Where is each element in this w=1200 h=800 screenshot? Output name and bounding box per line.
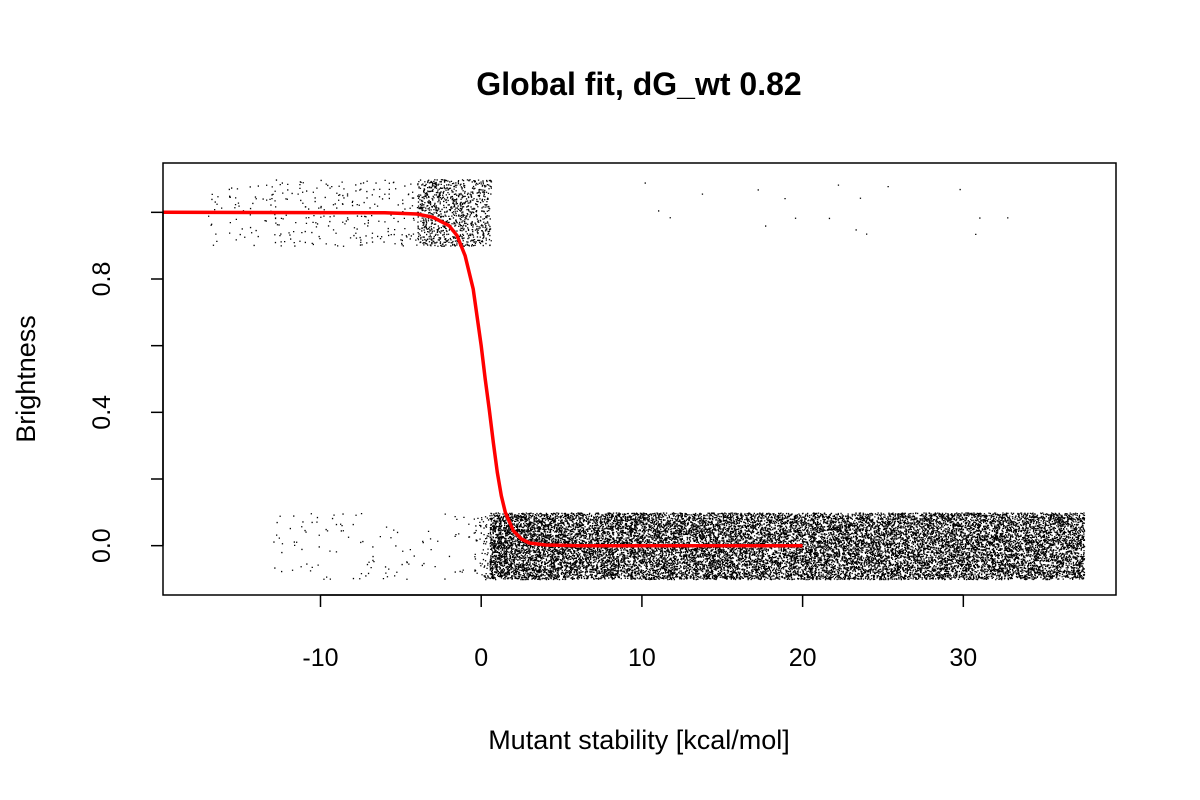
point-cluster-5 (489, 512, 563, 581)
scatter-points (208, 179, 1086, 581)
y-tick-label: 0.4 (88, 395, 116, 430)
x-tick-label: -10 (302, 644, 338, 672)
fit-curve (162, 210, 803, 548)
axes: -10 0 10 20 30 0.0 0.4 0.8 (88, 162, 1117, 672)
x-tick-label: 10 (628, 644, 656, 672)
point-cluster-6 (561, 512, 1086, 581)
point-cluster-2 (644, 182, 1009, 235)
y-axis-label: Brightness (11, 315, 41, 443)
chart-title: Global fit, dG_wt 0.82 (476, 66, 801, 102)
y-tick-label: 0.0 (88, 528, 116, 563)
x-tick-label: 20 (789, 644, 817, 672)
y-tick-label: 0.8 (88, 262, 116, 297)
x-axis-label: Mutant stability [kcal/mol] (488, 725, 790, 755)
fit-curve-layer (162, 210, 803, 548)
point-cluster-4 (473, 516, 490, 581)
point-cluster-3 (273, 513, 471, 580)
point-cluster-1 (416, 179, 493, 247)
x-tick-label: 0 (474, 644, 488, 672)
x-tick-label: 30 (949, 644, 977, 672)
